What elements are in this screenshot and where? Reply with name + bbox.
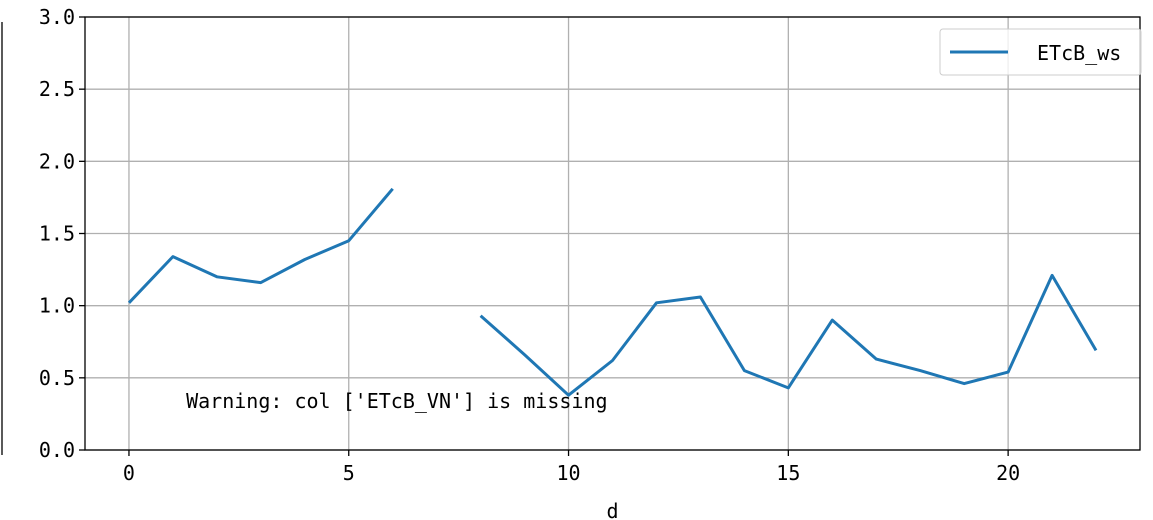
x-axis-label: d <box>606 499 618 520</box>
series-line <box>479 273 1098 397</box>
legend: ETcB_ws <box>939 28 1142 76</box>
legend-label: ETcB_ws <box>1037 41 1121 65</box>
y-tick-label: 2.0 <box>39 149 75 173</box>
y-tick-label: 3.0 <box>39 5 75 29</box>
x-tick-label: 15 <box>776 461 800 485</box>
x-tick-label: 20 <box>996 461 1020 485</box>
y-tick-label: 1.0 <box>39 294 75 318</box>
series-layer <box>127 187 1098 397</box>
y-tick-label: 0.0 <box>39 438 75 462</box>
x-tick-label: 10 <box>556 461 580 485</box>
series-line <box>127 187 394 304</box>
y-tick-label: 1.5 <box>39 222 75 246</box>
legend-box <box>939 28 1142 76</box>
x-tick-label: 0 <box>123 461 135 485</box>
y-tick-label: 0.5 <box>39 366 75 390</box>
y-axis: 0.0 0.5 1.0 1.5 2.0 2.5 3.0 <box>39 5 85 462</box>
y-tick-label: 2.5 <box>39 77 75 101</box>
x-axis: 0 5 10 15 20 <box>123 450 1020 485</box>
warning-annotation: Warning: col ['ETcB_VN'] is missing <box>186 389 607 413</box>
x-tick-label: 5 <box>343 461 355 485</box>
